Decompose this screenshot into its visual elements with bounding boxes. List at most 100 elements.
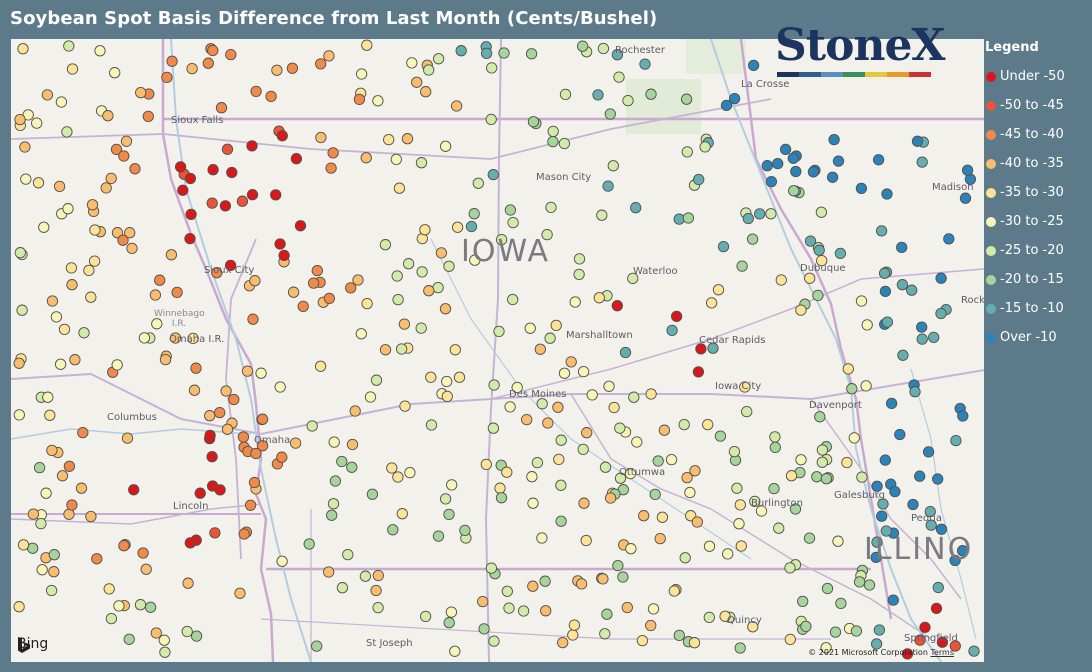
station-marker[interactable]	[734, 499, 746, 511]
station-marker[interactable]	[773, 522, 785, 534]
station-marker[interactable]	[379, 344, 392, 356]
station-marker[interactable]	[134, 599, 147, 611]
station-marker[interactable]	[559, 88, 572, 101]
station-marker[interactable]	[185, 208, 197, 221]
station-marker[interactable]	[478, 623, 490, 635]
station-marker[interactable]	[41, 89, 54, 101]
station-marker[interactable]	[800, 620, 812, 633]
station-marker[interactable]	[787, 152, 799, 164]
station-marker[interactable]	[326, 509, 338, 521]
station-marker[interactable]	[935, 307, 947, 320]
station-marker[interactable]	[349, 405, 361, 417]
station-marker[interactable]	[722, 548, 734, 560]
station-marker[interactable]	[784, 562, 796, 574]
station-marker[interactable]	[443, 260, 455, 272]
station-marker[interactable]	[345, 282, 357, 294]
station-marker[interactable]	[289, 437, 302, 449]
station-marker[interactable]	[124, 227, 136, 239]
station-marker[interactable]	[614, 422, 626, 434]
station-marker[interactable]	[126, 242, 138, 255]
station-marker[interactable]	[449, 645, 461, 657]
station-marker[interactable]	[573, 268, 585, 281]
station-marker[interactable]	[573, 253, 586, 265]
station-marker[interactable]	[315, 131, 327, 144]
station-marker[interactable]	[916, 333, 928, 345]
station-marker[interactable]	[747, 621, 759, 633]
station-marker[interactable]	[816, 444, 829, 456]
station-marker[interactable]	[439, 140, 452, 152]
station-marker[interactable]	[325, 162, 337, 174]
station-marker[interactable]	[271, 64, 283, 76]
station-marker[interactable]	[779, 143, 792, 156]
station-marker[interactable]	[795, 304, 807, 316]
station-marker[interactable]	[379, 239, 392, 251]
station-marker[interactable]	[878, 267, 891, 279]
station-marker[interactable]	[13, 357, 25, 369]
station-marker[interactable]	[202, 57, 214, 69]
station-marker[interactable]	[527, 580, 539, 592]
station-marker[interactable]	[654, 532, 666, 545]
station-marker[interactable]	[755, 505, 768, 517]
station-marker[interactable]	[278, 249, 290, 262]
station-marker[interactable]	[916, 321, 928, 333]
station-marker[interactable]	[256, 413, 269, 425]
station-marker[interactable]	[100, 182, 112, 194]
station-marker[interactable]	[826, 171, 839, 183]
station-marker[interactable]	[150, 627, 162, 639]
station-marker[interactable]	[111, 227, 124, 239]
station-marker[interactable]	[63, 460, 76, 472]
map-canvas[interactable]: Rochester La Crosse Mason City Madison S…	[11, 39, 984, 662]
station-marker[interactable]	[599, 461, 612, 473]
station-marker[interactable]	[772, 157, 784, 170]
station-marker[interactable]	[113, 600, 125, 612]
station-marker[interactable]	[747, 59, 760, 72]
station-marker[interactable]	[469, 254, 481, 266]
station-marker[interactable]	[290, 153, 303, 165]
station-marker[interactable]	[56, 470, 69, 482]
station-marker[interactable]	[545, 201, 557, 214]
station-marker[interactable]	[78, 327, 90, 339]
station-marker[interactable]	[27, 508, 40, 520]
station-marker[interactable]	[360, 152, 372, 164]
station-marker[interactable]	[190, 630, 203, 642]
station-marker[interactable]	[553, 453, 565, 466]
station-marker[interactable]	[666, 324, 678, 337]
station-marker[interactable]	[601, 608, 613, 620]
station-marker[interactable]	[507, 216, 519, 229]
station-marker[interactable]	[194, 487, 206, 499]
station-marker[interactable]	[924, 505, 936, 518]
station-marker[interactable]	[314, 360, 327, 372]
station-marker[interactable]	[950, 434, 962, 447]
station-marker[interactable]	[665, 453, 678, 466]
station-marker[interactable]	[536, 398, 548, 410]
station-marker[interactable]	[190, 362, 202, 374]
station-marker[interactable]	[815, 206, 828, 218]
station-marker[interactable]	[20, 173, 32, 185]
station-marker[interactable]	[276, 130, 288, 142]
station-marker[interactable]	[138, 332, 151, 344]
station-marker[interactable]	[246, 140, 258, 152]
station-marker[interactable]	[46, 295, 59, 307]
station-marker[interactable]	[647, 603, 660, 615]
station-marker[interactable]	[256, 440, 269, 452]
station-marker[interactable]	[209, 527, 221, 539]
station-marker[interactable]	[35, 517, 47, 530]
station-marker[interactable]	[85, 510, 97, 523]
station-marker[interactable]	[311, 640, 323, 652]
station-marker[interactable]	[439, 303, 452, 315]
terms-link[interactable]: Terms	[930, 648, 954, 657]
station-marker[interactable]	[477, 595, 489, 608]
station-marker[interactable]	[415, 157, 428, 169]
station-marker[interactable]	[693, 173, 705, 186]
station-marker[interactable]	[517, 605, 530, 617]
station-marker[interactable]	[329, 475, 342, 487]
station-marker[interactable]	[159, 353, 172, 366]
station-marker[interactable]	[880, 525, 892, 537]
station-marker[interactable]	[930, 602, 943, 615]
station-marker[interactable]	[109, 67, 121, 79]
station-marker[interactable]	[627, 272, 639, 285]
station-marker[interactable]	[742, 212, 754, 225]
station-marker[interactable]	[161, 71, 173, 84]
station-marker[interactable]	[498, 47, 510, 59]
station-marker[interactable]	[86, 199, 99, 211]
